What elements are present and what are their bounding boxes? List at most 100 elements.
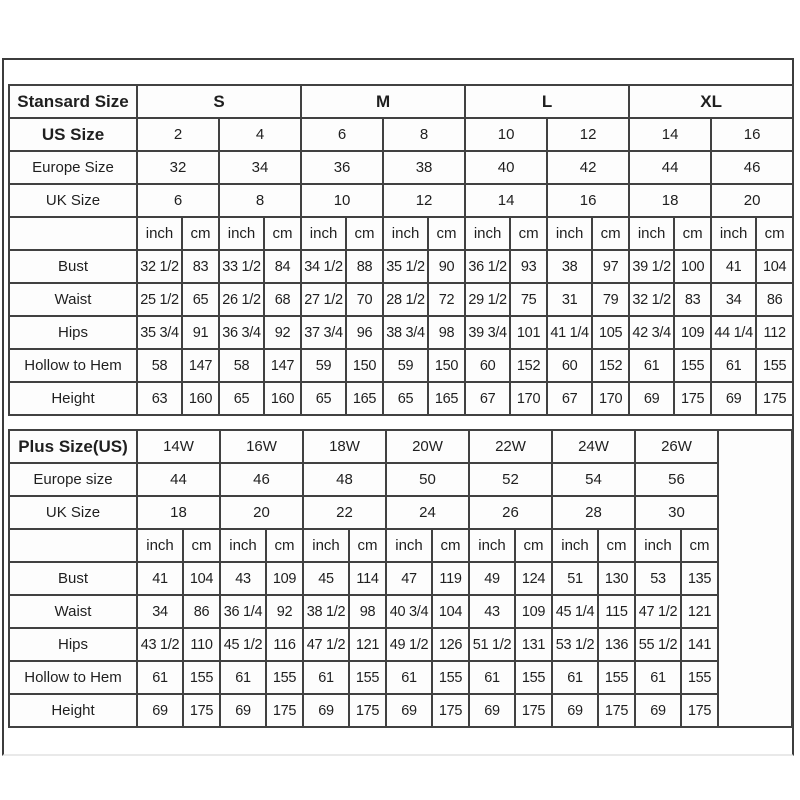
measurement-value-cell: 101 — [509, 315, 549, 350]
table-row: UK Size 6 8 10 12 14 16 18 20 — [8, 183, 795, 218]
table-row: Stansard Size S M L XL — [8, 84, 795, 119]
measurement-value-cell: 51 1/2 — [468, 627, 516, 662]
measurement-value-cell: 155 — [514, 660, 553, 695]
measurement-value-cell: 165 — [345, 381, 385, 416]
size-value-cell: 28 — [551, 495, 636, 530]
size-value-cell: 30 — [634, 495, 719, 530]
empty-column-cell — [717, 429, 793, 728]
size-value-cell: 52 — [468, 462, 553, 497]
measurement-value-cell: 131 — [514, 627, 553, 662]
measurement-value-cell: 69 — [219, 693, 267, 728]
measurement-value-cell: 68 — [262, 282, 303, 317]
size-group-header: L — [464, 84, 631, 119]
measurement-value-cell: 83 — [181, 249, 220, 284]
measurement-value-cell: 147 — [181, 348, 220, 383]
unit-header-cell: inch — [219, 528, 267, 563]
row-label: UK Size — [8, 495, 138, 530]
measurement-value-cell: 92 — [265, 594, 304, 629]
size-value-cell: 18 — [628, 183, 713, 218]
measurement-value-cell: 150 — [427, 348, 467, 383]
unit-row-spacer — [8, 216, 138, 251]
measurement-value-cell: 45 1/4 — [551, 594, 599, 629]
unit-header-cell: inch — [546, 216, 594, 251]
measurement-value-cell: 96 — [345, 315, 385, 350]
measurement-value-cell: 35 3/4 — [136, 315, 183, 350]
measurement-value-cell: 152 — [591, 348, 631, 383]
measurement-value-cell: 155 — [431, 660, 470, 695]
unit-header-cell: inch — [634, 528, 682, 563]
table-row: UK Size 18 20 22 24 26 28 30 — [8, 495, 792, 530]
measurement-value-cell: 53 — [634, 561, 682, 596]
table-row: Hollow to Hem 61 155 61 155 61 155 61 155 61 155 61… — [8, 660, 792, 695]
measurement-value-cell: 29 1/2 — [464, 282, 512, 317]
unit-header-cell: inch — [710, 216, 758, 251]
unit-header-cell: cm — [181, 216, 220, 251]
table-row: Hips 35 3/4 91 36 3/4 92 37 3/4 96 38 3/4 98 39 3… — [8, 315, 795, 350]
measurement-value-cell: 58 — [218, 348, 265, 383]
size-group-header: 22W — [468, 429, 553, 464]
measurement-value-cell: 150 — [345, 348, 385, 383]
row-label: Waist — [8, 594, 138, 629]
table-row: Europe size 44 46 48 50 52 54 56 — [8, 462, 792, 497]
row-label: UK Size — [8, 183, 138, 218]
measurement-value-cell: 100 — [673, 249, 713, 284]
unit-header-cell: cm — [673, 216, 713, 251]
table-row: Europe Size 32 34 36 38 40 42 44 46 — [8, 150, 795, 185]
measurement-value-cell: 69 — [634, 693, 682, 728]
measurement-value-cell: 155 — [673, 348, 713, 383]
measurement-value-cell: 175 — [673, 381, 713, 416]
standard-size-table: Stansard Size S M L XL US Size 2 4 6 8 10 12 14 16 Eur… — [8, 84, 795, 416]
measurement-value-cell: 60 — [464, 348, 512, 383]
size-group-header: 18W — [302, 429, 387, 464]
row-label: Bust — [8, 249, 138, 284]
size-value-cell: 44 — [136, 462, 221, 497]
measurement-value-cell: 49 1/2 — [385, 627, 433, 662]
unit-header-cell: cm — [597, 528, 636, 563]
measurement-value-cell: 155 — [597, 660, 636, 695]
unit-header-cell: inch — [302, 528, 350, 563]
measurement-value-cell: 69 — [136, 693, 184, 728]
measurement-value-cell: 28 1/2 — [382, 282, 430, 317]
measurement-value-cell: 65 — [300, 381, 348, 416]
table-row: Waist 34 86 36 1/4 92 38 1/2 98 40 3/4 104 43 109 4… — [8, 594, 792, 629]
measurement-value-cell: 36 1/2 — [464, 249, 512, 284]
size-group-header: 16W — [219, 429, 304, 464]
size-value-cell: 46 — [710, 150, 795, 185]
size-value-cell: 42 — [546, 150, 631, 185]
unit-header-cell: cm — [265, 528, 304, 563]
measurement-value-cell: 32 1/2 — [628, 282, 676, 317]
measurement-value-cell: 61 — [628, 348, 676, 383]
row-label: Hollow to Hem — [8, 348, 138, 383]
measurement-value-cell: 155 — [265, 660, 304, 695]
row-label: Hips — [8, 627, 138, 662]
measurement-value-cell: 155 — [680, 660, 719, 695]
unit-header-cell: inch — [300, 216, 348, 251]
measurement-value-cell: 79 — [591, 282, 631, 317]
size-value-cell: 8 — [217, 183, 303, 218]
measurement-value-cell: 37 3/4 — [300, 315, 348, 350]
size-value-cell: 24 — [385, 495, 470, 530]
size-value-cell: 16 — [546, 183, 631, 218]
measurement-value-cell: 61 — [551, 660, 599, 695]
measurement-value-cell: 121 — [348, 627, 387, 662]
measurement-value-cell: 61 — [302, 660, 350, 695]
measurement-value-cell: 31 — [546, 282, 594, 317]
size-value-cell: 48 — [302, 462, 387, 497]
measurement-value-cell: 67 — [546, 381, 594, 416]
table-row: Height 63 160 65 160 65 165 65 165 67 170 67 170 69 17… — [8, 381, 795, 416]
measurement-value-cell: 67 — [464, 381, 512, 416]
measurement-value-cell: 104 — [755, 249, 795, 284]
measurement-value-cell: 70 — [345, 282, 385, 317]
measurement-value-cell: 65 — [181, 282, 220, 317]
measurement-value-cell: 47 — [385, 561, 433, 596]
measurement-value-cell: 75 — [509, 282, 549, 317]
unit-header-cell: cm — [591, 216, 631, 251]
measurement-value-cell: 105 — [591, 315, 631, 350]
row-label: Height — [8, 693, 138, 728]
unit-header-cell: inch — [385, 528, 433, 563]
unit-header-cell: cm — [182, 528, 221, 563]
measurement-value-cell: 39 1/2 — [628, 249, 676, 284]
measurement-value-cell: 160 — [181, 381, 220, 416]
measurement-value-cell: 41 — [710, 249, 758, 284]
unit-header-cell: cm — [348, 528, 387, 563]
